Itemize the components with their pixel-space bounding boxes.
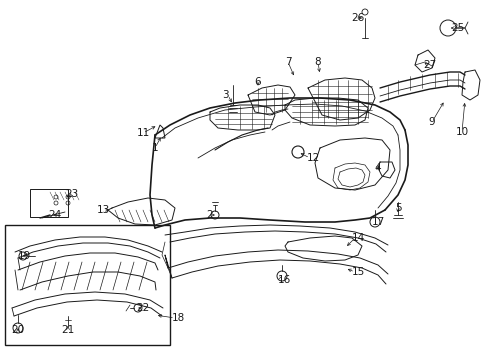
Text: 4: 4 xyxy=(374,163,381,173)
Text: 18: 18 xyxy=(171,313,184,323)
Text: 15: 15 xyxy=(351,267,364,277)
Text: 24: 24 xyxy=(48,210,61,220)
Text: 20: 20 xyxy=(11,325,24,335)
Text: 11: 11 xyxy=(136,128,149,138)
Text: 26: 26 xyxy=(351,13,364,23)
FancyBboxPatch shape xyxy=(30,189,68,217)
Text: 1: 1 xyxy=(151,143,158,153)
Text: 8: 8 xyxy=(314,57,321,67)
Text: 25: 25 xyxy=(450,23,464,33)
Text: 12: 12 xyxy=(306,153,319,163)
Text: 13: 13 xyxy=(96,205,109,215)
Text: 7: 7 xyxy=(284,57,291,67)
Text: 3: 3 xyxy=(221,90,228,100)
Text: 10: 10 xyxy=(454,127,468,137)
Text: 16: 16 xyxy=(277,275,290,285)
Text: 22: 22 xyxy=(136,303,149,313)
Text: 23: 23 xyxy=(65,189,79,199)
Text: 2: 2 xyxy=(206,210,213,220)
Text: 19: 19 xyxy=(18,251,31,261)
Text: 17: 17 xyxy=(370,217,384,227)
Text: 6: 6 xyxy=(254,77,261,87)
Text: 9: 9 xyxy=(428,117,434,127)
Text: 21: 21 xyxy=(61,325,75,335)
Text: 27: 27 xyxy=(423,60,436,70)
Text: 14: 14 xyxy=(351,233,364,243)
Text: 5: 5 xyxy=(394,203,401,213)
